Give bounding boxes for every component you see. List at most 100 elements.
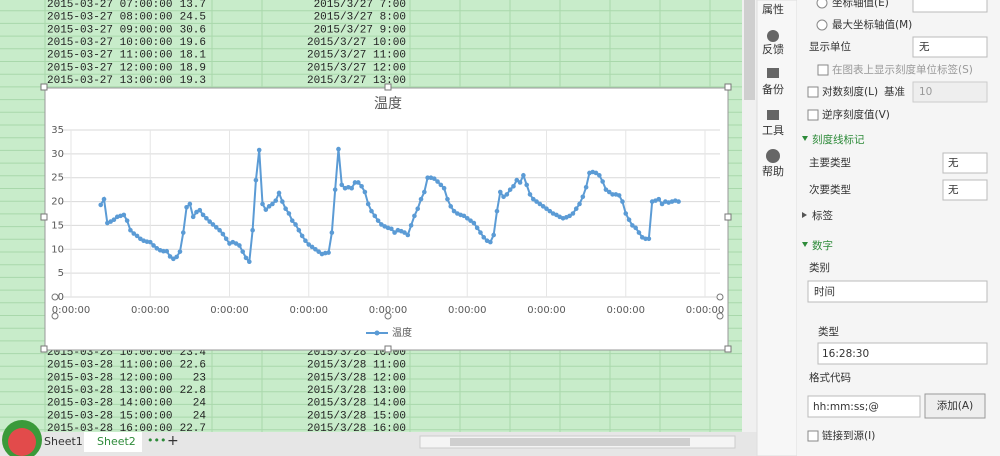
point [610,192,615,197]
point [237,243,242,248]
dropdown[interactable] [942,179,988,201]
dropdown[interactable] [807,280,988,303]
point [527,192,533,197]
point [313,246,318,252]
cell: 2015-03-28 11:00:00 [47,360,172,372]
point [101,196,107,202]
active-tab-bg [84,432,142,452]
input[interactable] [912,0,988,13]
point [167,254,173,259]
point [180,230,186,235]
point [577,201,582,207]
side-tab[interactable]: 属性 [762,2,784,16]
point [580,194,586,200]
cell: 2015-03-28 13:00:00 [47,385,172,397]
cell: 2015/3/28 12:00 [307,372,406,384]
x-tick-label: 0:00:00 [52,305,91,316]
more-tabs[interactable]: ••• [147,434,166,447]
option[interactable]: 逆序刻度值(V) [822,108,890,121]
input[interactable] [912,81,988,103]
point [161,248,166,254]
checkbox[interactable] [807,430,819,442]
label: 显示单位 [809,40,851,53]
checkbox[interactable] [807,109,819,121]
option[interactable]: 坐标轴值(E) [832,0,889,9]
section-title[interactable]: 刻度线标记 [812,133,865,146]
point [412,213,417,219]
property-panel [797,0,1000,456]
point [332,187,338,192]
point [567,213,572,219]
dropdown[interactable] [912,36,988,58]
point [405,232,411,238]
point [184,204,189,210]
dropdown[interactable] [817,342,988,365]
button[interactable] [924,393,986,419]
y-tick-label: 35 [51,125,64,136]
chart: 温度 0 5 10 15 20 25 30 35 0:00:00 0:00:00 0:00:00 0:… [51,96,724,339]
chart-frame[interactable] [44,87,729,351]
point [448,204,454,209]
input[interactable] [807,395,921,418]
point [365,201,371,207]
point [593,170,599,176]
dropdown-value: 时间 [814,285,835,298]
side-tab[interactable]: 工具 [762,124,784,137]
point [547,208,553,214]
point [464,215,470,221]
x-tick-label: 0:00:00 [606,305,645,316]
point [600,179,605,184]
checkbox[interactable] [817,64,829,76]
point [415,206,421,212]
selection-handles [40,83,732,353]
v-scrollbar[interactable] [742,0,757,432]
dropdown[interactable] [942,152,988,174]
point [418,196,424,202]
point [131,231,137,236]
cell: 2015-03-27 11:00:00 [47,50,172,62]
icon [767,30,779,42]
cell: 2015/3/28 15:00 [307,410,406,422]
expander[interactable] [802,136,808,141]
input-value: 10 [919,86,932,98]
point [289,218,295,223]
label: 主要类型 [809,156,851,169]
side-tab[interactable]: 备份 [762,82,784,96]
option[interactable]: 在图表上显示刻度单位标签(S) [832,63,973,76]
point [190,214,196,220]
option[interactable]: 最大坐标轴值(M) [832,18,912,31]
point [204,215,209,221]
side-tab[interactable]: 帮助 [762,164,784,178]
expander[interactable] [802,212,807,218]
point [375,218,381,223]
y-tick-label: 20 [51,197,64,208]
point [530,196,536,202]
add-tab[interactable]: + [167,433,179,449]
sheet-tab[interactable]: Sheet1 [44,435,83,448]
h-scroll-thumb[interactable] [450,438,690,446]
radio[interactable] [816,0,828,9]
option[interactable]: 链接到源(I) [822,429,875,442]
sheet-tab-active[interactable]: Sheet2 [97,435,136,448]
v-scroll-thumb[interactable] [744,0,755,100]
point [124,218,130,223]
point [431,176,437,181]
expander[interactable] [802,242,808,247]
point [359,184,364,189]
point [134,233,140,239]
point [425,175,430,181]
point [521,173,526,178]
legend-marker [374,330,380,336]
y-tick-label: 15 [51,220,64,231]
section-title[interactable]: 数字 [812,239,833,252]
point [223,236,229,242]
point [260,201,265,207]
section-title[interactable]: 标签 [812,209,833,222]
radio[interactable] [816,19,828,31]
point [474,225,480,231]
checkbox[interactable] [807,86,819,98]
dropdown-value: 无 [948,184,959,196]
side-tab[interactable]: 反馈 [762,43,784,56]
cell: 2015/3/27 12:00 [307,62,406,74]
option[interactable]: 对数刻度(L) [822,85,878,98]
